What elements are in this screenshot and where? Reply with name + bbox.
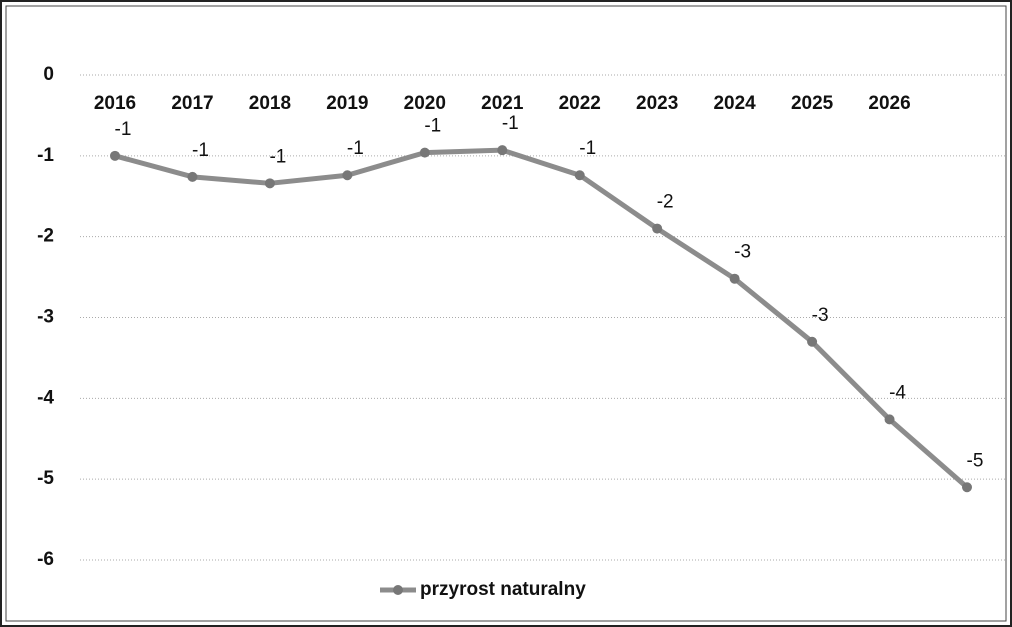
data-point: [884, 414, 895, 425]
y-tick-label: -4: [37, 387, 54, 408]
data-label: -1: [115, 119, 132, 140]
data-label: -5: [967, 450, 984, 471]
data-label: -3: [734, 242, 751, 263]
data-label: -3: [812, 305, 829, 326]
data-point: [652, 223, 663, 234]
data-label: -1: [192, 140, 209, 161]
y-tick-label: -2: [37, 226, 54, 247]
data-label: -1: [579, 138, 596, 159]
data-label: -1: [424, 116, 441, 137]
x-tick-label: 2022: [559, 93, 601, 114]
x-tick-label: 2023: [636, 93, 678, 114]
data-point: [187, 171, 198, 182]
x-tick-label: 2021: [481, 93, 524, 114]
y-tick-label: -5: [37, 468, 54, 489]
data-label: -1: [502, 113, 519, 134]
inner-frame: [5, 5, 1007, 622]
data-label: -4: [889, 382, 906, 403]
data-point: [807, 336, 818, 347]
data-point: [574, 170, 585, 181]
x-tick-label: 2024: [713, 93, 756, 114]
legend-label: przyrost naturalny: [420, 579, 586, 600]
y-tick-label: -1: [37, 145, 54, 166]
data-point: [342, 170, 353, 181]
x-tick-label: 2020: [404, 93, 446, 114]
data-point: [497, 145, 508, 156]
x-tick-label: 2019: [326, 93, 368, 114]
data-label: -1: [269, 146, 286, 167]
y-tick-label: -6: [37, 549, 54, 570]
x-tick-label: 2018: [249, 93, 291, 114]
x-tick-label: 2025: [791, 93, 834, 114]
data-point: [729, 273, 740, 284]
data-point: [264, 178, 275, 189]
x-tick-label: 2017: [171, 93, 213, 114]
legend-marker: [393, 585, 403, 595]
y-tick-label: -3: [37, 307, 54, 328]
x-tick-label: 2016: [94, 93, 136, 114]
data-point: [419, 147, 430, 158]
y-tick-label: 0: [43, 64, 54, 85]
data-point: [110, 150, 120, 161]
data-label: -2: [657, 192, 674, 213]
data-label: -1: [347, 138, 364, 159]
data-point: [962, 482, 972, 493]
x-tick-label: 2026: [868, 93, 910, 114]
series-line: [114, 147, 969, 490]
